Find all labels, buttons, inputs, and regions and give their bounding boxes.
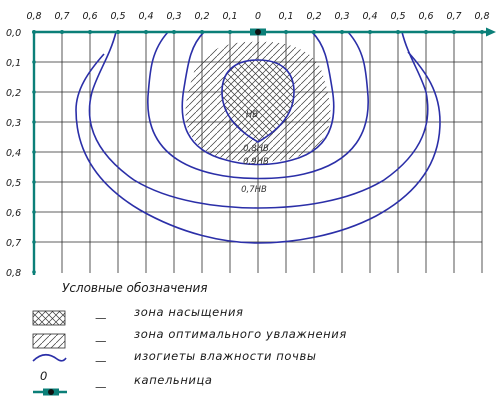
x-tick-3: 0,5 <box>110 11 125 22</box>
x-tick-16: 0,8 <box>474 11 489 22</box>
x-tick-6: 0,2 <box>194 11 209 22</box>
x-tick-11: 0,3 <box>334 11 349 22</box>
legend-title: Условные обозначения <box>62 281 208 295</box>
x-tick-labels: 0,8 0,7 0,6 0,5 0,4 0,3 0,2 0,1 0 0,1 0,… <box>26 11 489 22</box>
isoline-07nv <box>88 31 429 209</box>
y-tick-labels: 0,0 0,1 0,2 0,3 0,4 0,5 0,6 0,7 0,8 <box>6 28 21 279</box>
legend-optimal-swatch <box>32 333 66 349</box>
dripper-marker <box>250 28 266 36</box>
x-axis-markers <box>32 30 484 34</box>
isoline-label-07nv: 0,7HB <box>241 185 267 195</box>
x-tick-5: 0,3 <box>166 11 181 22</box>
legend: Условные обозначения — зона насыщения — … <box>32 281 347 396</box>
x-tick-14: 0,6 <box>418 11 433 22</box>
x-axis-arrow <box>486 27 496 37</box>
legend-dash-1: — <box>95 311 107 325</box>
x-tick-9: 0,1 <box>278 11 293 22</box>
legend-dash-3: — <box>95 354 107 368</box>
legend-dripper-icon <box>33 388 67 396</box>
x-tick-1: 0,7 <box>54 11 69 22</box>
x-tick-15: 0,7 <box>446 11 461 22</box>
y-tick-1: 0,1 <box>6 58 21 69</box>
y-tick-2: 0,2 <box>6 88 21 99</box>
y-axis-markers <box>32 60 36 274</box>
y-tick-0: 0,0 <box>6 28 21 39</box>
legend-dash-2: — <box>95 334 107 348</box>
x-tick-10: 0,2 <box>306 11 321 22</box>
legend-isolines-label: изогиеты влажности почвы <box>134 349 317 363</box>
y-tick-6: 0,6 <box>6 208 21 219</box>
legend-saturation-label: зона насыщения <box>134 305 244 319</box>
y-tick-4: 0,4 <box>6 148 21 159</box>
x-tick-12: 0,4 <box>362 11 377 22</box>
isoline-label-08nv: 0,8HB <box>243 144 269 154</box>
y-tick-5: 0,5 <box>6 178 21 189</box>
x-tick-8: 0 <box>255 11 261 22</box>
legend-dripper-symbol: 0 <box>40 369 48 383</box>
isolines <box>75 31 441 244</box>
isoline-09nv <box>147 31 369 180</box>
isoline-08nv <box>181 31 335 166</box>
x-tick-0: 0,8 <box>26 11 41 22</box>
isoline-label-09nv: 0,9HB <box>243 157 269 167</box>
isoline-label-nv: HB <box>246 110 258 120</box>
legend-saturation-swatch <box>32 310 66 326</box>
x-tick-7: 0,1 <box>222 11 237 22</box>
legend-dash-4: — <box>95 380 107 394</box>
legend-isoline-swatch <box>32 353 67 362</box>
y-tick-8: 0,8 <box>6 268 21 279</box>
x-tick-4: 0,4 <box>138 11 153 22</box>
y-tick-7: 0,7 <box>6 238 21 249</box>
y-tick-3: 0,3 <box>6 118 21 129</box>
x-tick-13: 0,5 <box>390 11 405 22</box>
x-tick-2: 0,6 <box>82 11 97 22</box>
isoline-nv <box>221 59 295 143</box>
legend-dripper-label: капельница <box>134 373 213 387</box>
legend-optimal-label: зона оптимального увлажнения <box>134 327 347 341</box>
isoline-outer <box>75 51 441 244</box>
